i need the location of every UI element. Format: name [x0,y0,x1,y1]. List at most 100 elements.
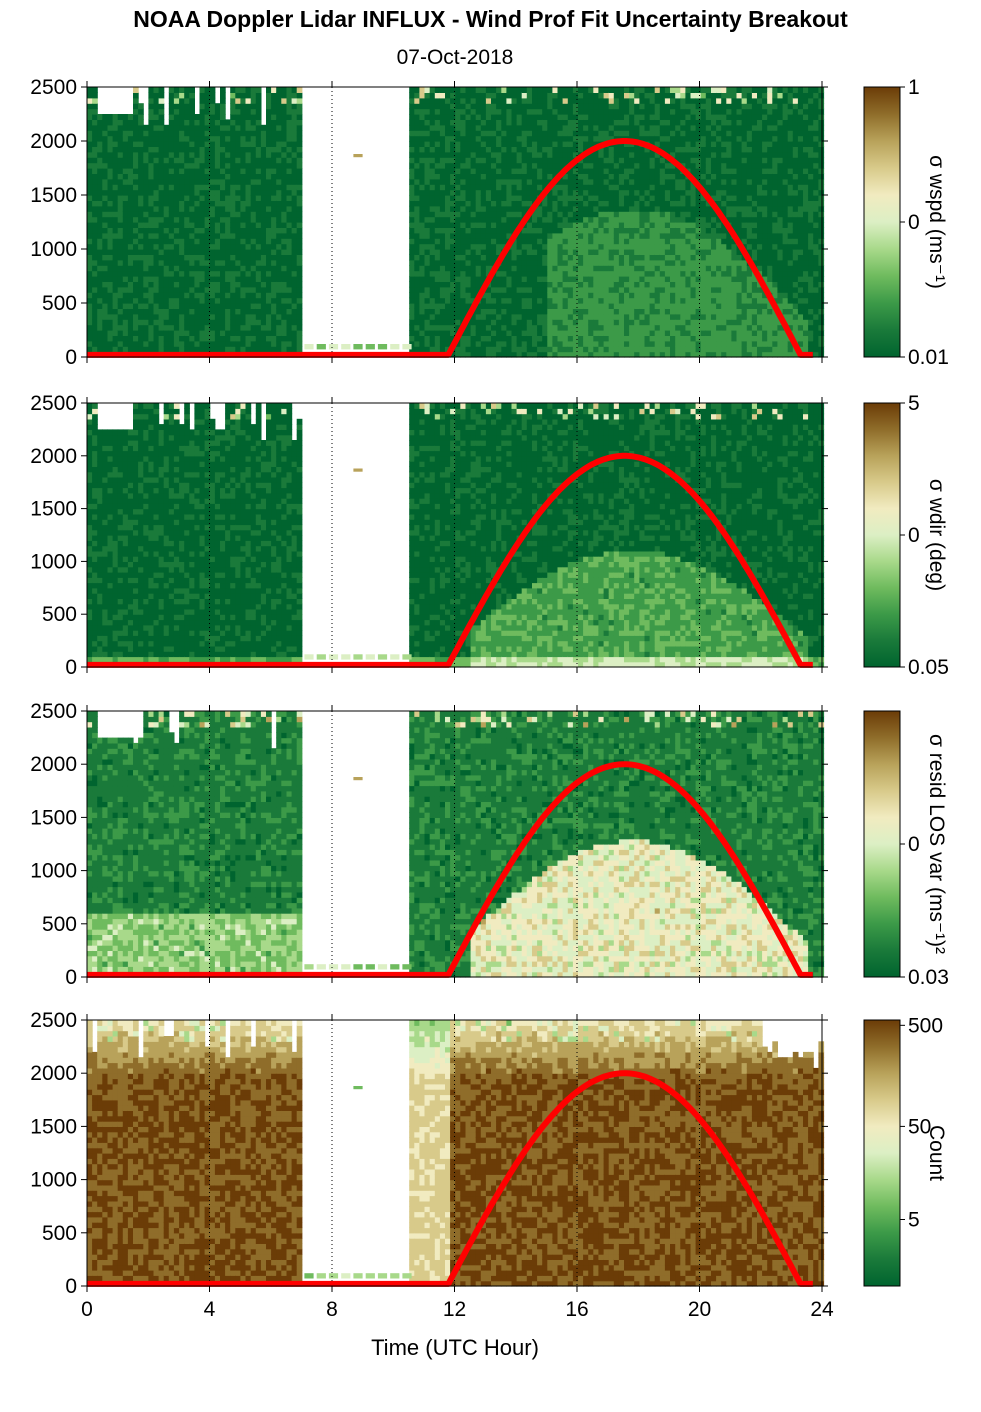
heatmap-cell [511,130,518,137]
heatmap-cell [547,205,553,212]
heatmap-cell [506,216,513,223]
heatmap-cell [230,292,236,299]
heatmap-cell [470,346,477,353]
heatmap-cell [255,119,262,126]
heatmap-cell [583,297,589,304]
heatmap-cell [613,249,620,255]
heatmap-cell [491,92,497,99]
heatmap-cell [557,108,564,115]
heatmap-cell [127,189,134,196]
heatmap-cell [593,135,599,142]
heatmap-cell [445,319,451,326]
heatmap-cell [485,319,492,326]
heatmap-cell [92,184,98,191]
heatmap-cell [470,351,477,358]
heatmap-cell [138,319,144,326]
heatmap-cell [429,168,436,174]
heatmap-cell [644,124,651,131]
heatmap-cell [588,162,594,169]
heatmap-cell [97,178,103,185]
heatmap-cell [214,173,221,180]
heatmap-cell [409,254,415,261]
heatmap-cell [419,151,426,158]
heatmap-cell [496,205,502,212]
heatmap-cell [547,141,553,147]
heatmap-cell [506,119,513,126]
heatmap-cell [634,259,640,266]
heatmap-cell [521,324,528,331]
heatmap-cell [552,346,559,353]
heatmap-cell [542,319,548,326]
heatmap-cell [409,319,415,326]
heatmap-cell [245,97,252,104]
heatmap-cell [511,200,518,207]
heatmap-cell [480,87,487,93]
heatmap-cell [122,178,129,185]
heatmap-cell [675,259,681,266]
heatmap-cell [501,281,507,288]
heatmap-cell [491,135,497,142]
heatmap-cell [598,254,605,261]
heatmap-cell [711,346,717,353]
heatmap-cell [220,313,226,320]
heatmap-cell [485,340,492,347]
heatmap-cell [598,151,605,158]
heatmap-cell [562,238,569,245]
heatmap-cell [204,281,211,288]
heatmap-cell [199,146,206,153]
heatmap-cell [189,308,195,315]
heatmap-cell [588,189,594,196]
heatmap-cell [127,211,134,218]
heatmap-cell [92,87,98,93]
heatmap-cell [138,259,144,266]
heatmap-cell [245,297,252,304]
heatmap-cell [429,276,436,282]
heatmap-cell [250,292,257,299]
heatmap-cell [624,324,630,331]
heatmap-cell [245,313,252,320]
heatmap-cell [209,303,216,309]
heatmap-cell [598,286,605,293]
heatmap-cell [163,319,170,326]
heatmap-cell [122,141,129,147]
heatmap-cell [296,168,303,174]
heatmap-cell [250,124,257,131]
heatmap-cell [439,259,446,266]
heatmap-cell [117,340,124,347]
heatmap-cell [547,173,553,180]
heatmap-cell [700,351,707,358]
heatmap-cell [92,270,98,277]
heatmap-cell [189,97,195,104]
heatmap-cell [613,308,620,315]
heatmap-cell [143,313,149,320]
heatmap-cell [516,87,523,93]
heatmap-cell [97,249,103,255]
heatmap-cell [598,335,605,342]
heatmap-cell [296,195,303,201]
heatmap-cell [695,265,702,272]
heatmap-cell [532,135,538,142]
heatmap-cell [276,270,282,277]
heatmap-cell [184,216,190,223]
heatmap-cell [276,200,282,207]
heatmap-cell [439,135,446,142]
heatmap-cell [480,292,487,299]
heatmap-cell [260,243,267,250]
heatmap-cell [296,130,303,137]
heatmap-cell [526,87,533,93]
heatmap-cell [92,162,98,169]
heatmap-cell [199,222,206,228]
heatmap-cell [97,297,103,304]
heatmap-cell [419,168,426,174]
heatmap-cell [654,254,661,261]
heatmap-cell [583,308,589,315]
heatmap-cell [608,103,615,110]
heatmap-cell [664,200,671,207]
heatmap-cell [235,324,241,331]
heatmap-cell [501,92,507,99]
heatmap-cell [148,157,155,164]
heatmap-cell [552,276,559,282]
heatmap-cell [220,259,226,266]
heatmap-cell [654,281,661,288]
heatmap-cell [588,319,594,326]
